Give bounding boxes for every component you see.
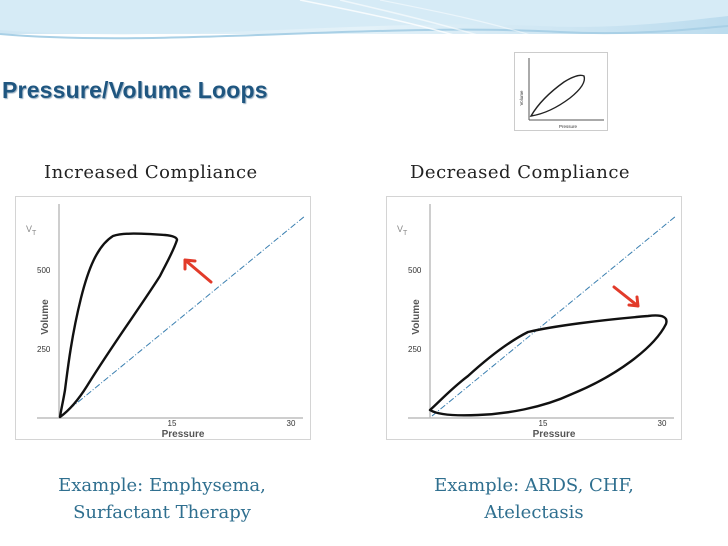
left-x-tick-15: 15 [168,419,177,428]
left-example-text: Example: Emphysema, Surfactant Therapy [34,472,290,526]
left-y-tick-500: 500 [37,266,51,275]
right-heading: Decreased Compliance [410,162,631,183]
right-x-tick-30: 30 [658,419,667,428]
thumbnail-loop [529,74,586,117]
right-y-symbol: VT [397,224,408,237]
right-pv-loop-plot: VT 500 250 Volume 15 30 Pressure [386,196,682,440]
left-y-tick-250: 250 [37,345,51,354]
right-x-axis-label: Pressure [533,429,576,440]
left-example-line-1: Example: Emphysema, [58,475,266,496]
left-plot-frame [15,196,311,440]
left-pv-loop-plot: VT 500 250 Volume 15 30 Pressure [15,196,311,440]
right-red-arrow-icon [612,285,640,308]
left-example-line-2: Surfactant Therapy [73,502,251,523]
right-y-tick-250: 250 [408,345,422,354]
right-reference-line [431,215,677,417]
left-heading: Increased Compliance [44,162,258,183]
thumbnail-y-label: Volume [519,90,524,106]
left-red-arrow-icon [183,258,213,284]
thumbnail-x-label: Pressure [559,124,578,129]
right-y-axis-label: Volume [411,299,422,335]
left-y-symbol: VT [26,224,37,237]
right-example-line-2: Atelectasis [484,502,584,523]
right-example-line-1: Example: ARDS, CHF, [434,475,634,496]
left-reference-line [60,215,306,417]
left-pv-loop-curve [58,232,179,419]
slide-title: Pressure/Volume Loops [2,77,268,103]
right-example-text: Example: ARDS, CHF, Atelectasis [404,472,664,526]
left-x-tick-30: 30 [287,419,296,428]
header-wave-band [0,0,728,43]
right-pv-loop-curve [428,314,668,417]
right-x-tick-15: 15 [539,419,548,428]
left-y-axis-label: Volume [40,299,51,335]
right-y-tick-500: 500 [408,266,422,275]
left-x-axis-label: Pressure [162,429,205,440]
thumbnail-pv-loop-figure: Volume Pressure [514,52,608,131]
